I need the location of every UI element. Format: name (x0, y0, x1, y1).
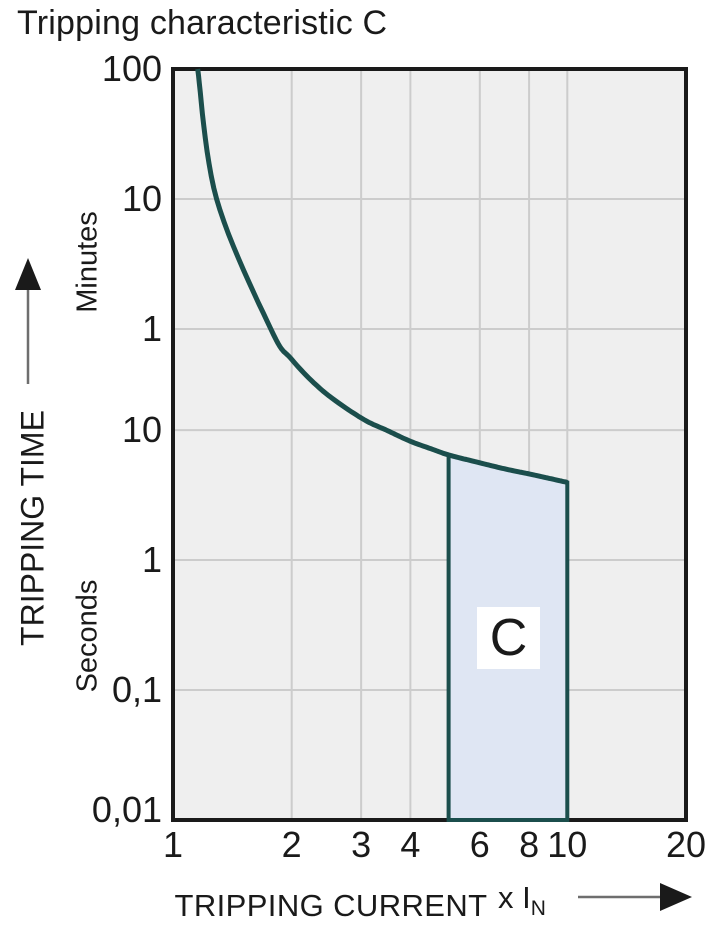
c-region-label: C (477, 607, 540, 669)
y-axis-arrow-head (15, 258, 41, 290)
x-axis-title: TRIPPING CURRENT (174, 888, 488, 923)
x-axis-arrow-head (660, 883, 692, 911)
x-axis-unit-subscript: N (530, 897, 546, 921)
x-tick-label: 1 (162, 824, 184, 865)
y-tick-label: 10 (121, 177, 162, 219)
x-tick-label: 10 (547, 824, 588, 865)
y-tick-label: 100 (101, 48, 162, 89)
y-tick-label: 1 (141, 539, 162, 581)
x-tick-label: 8 (519, 824, 540, 865)
plot-background (173, 69, 686, 820)
x-tick-label: 20 (665, 824, 707, 865)
y-tick-label: 1 (141, 307, 162, 349)
y-tick-label: 10 (121, 409, 162, 451)
y-axis-unit-minutes: Minutes (71, 211, 104, 313)
x-tick-label: 2 (281, 824, 302, 865)
x-tick-label: 4 (400, 824, 421, 865)
plot-border (171, 67, 688, 822)
x-axis-unit-prefix: x I (498, 880, 531, 915)
y-tick-label: 0,1 (111, 669, 162, 711)
page-title: Tripping characteristic C (17, 4, 388, 42)
x-tick-label: 6 (469, 824, 490, 865)
x-axis-unit-label: x IN (498, 880, 546, 921)
tripping-curve (195, 68, 569, 485)
y-tick-label: 0,01 (91, 789, 162, 830)
x-tick-label: 3 (351, 824, 372, 865)
